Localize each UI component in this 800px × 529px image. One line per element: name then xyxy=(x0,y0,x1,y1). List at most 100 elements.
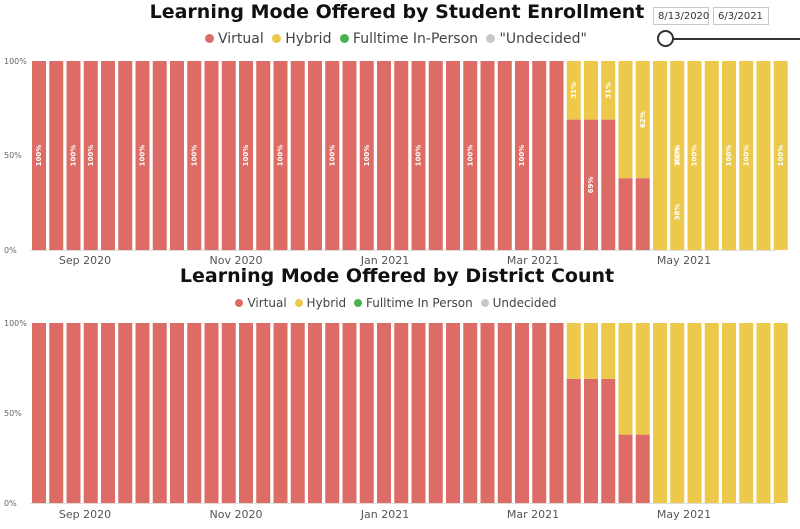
bar-virtual xyxy=(204,61,219,250)
legend-enrollment: Virtual Hybrid Fulltime In-Person "Undec… xyxy=(0,31,796,47)
bar-virtual xyxy=(308,61,322,250)
bar-virtual xyxy=(463,323,478,503)
bar-virtual xyxy=(532,323,547,503)
bar-data-label: 100% xyxy=(242,145,250,167)
bar-virtual xyxy=(566,119,581,250)
legend-dot-icon xyxy=(354,298,362,307)
legend-item-inperson[interactable]: Fulltime In-Person xyxy=(339,31,479,47)
x-tick-label: Jan 2021 xyxy=(360,254,409,267)
bar-virtual xyxy=(308,323,322,503)
bar-virtual xyxy=(411,61,426,250)
bar-virtual xyxy=(187,61,202,250)
bar-data-label: 100% xyxy=(777,145,785,167)
bar-virtual xyxy=(377,323,391,503)
bar-virtual xyxy=(497,323,512,503)
bar-data-label: 100% xyxy=(415,145,423,167)
bar-virtual xyxy=(515,61,529,250)
end-date-input[interactable]: 6/3/2021 xyxy=(713,7,769,25)
bar-hybrid xyxy=(670,323,685,503)
y-tick-label: 50% xyxy=(4,151,22,160)
bar-virtual xyxy=(515,323,529,503)
date-range-slider-handle[interactable] xyxy=(657,30,674,47)
bar-virtual xyxy=(428,61,443,250)
bar-virtual xyxy=(273,61,288,250)
legend-label: Undecided xyxy=(492,296,557,310)
bar-hybrid xyxy=(739,61,754,250)
legend-item-undecided[interactable]: "Undecided" xyxy=(486,31,587,47)
legend-item-virtual[interactable]: Virtual xyxy=(235,296,287,310)
legend-dot-icon xyxy=(480,298,489,307)
bar-data-label: 69% xyxy=(587,177,595,194)
bar-virtual xyxy=(549,323,564,503)
bar-virtual xyxy=(394,323,409,503)
bar-virtual xyxy=(118,323,133,503)
bar-virtual xyxy=(221,323,236,503)
x-tick-label: Sep 2020 xyxy=(59,254,111,267)
legend-item-undecided[interactable]: Undecided xyxy=(480,296,557,310)
bar-hybrid xyxy=(722,61,736,250)
bar-hybrid xyxy=(635,323,650,435)
bar-data-label: 100% xyxy=(277,145,285,167)
bar-virtual xyxy=(290,323,305,503)
x-tick-label: May 2021 xyxy=(657,508,711,521)
bar-virtual xyxy=(101,323,115,503)
bar-data-label: 31% xyxy=(604,82,612,99)
bar-virtual xyxy=(377,61,391,250)
bar-virtual xyxy=(584,119,598,250)
start-date-input[interactable]: 8/13/2020 xyxy=(653,7,709,25)
bar-hybrid xyxy=(584,323,598,379)
bar-data-label: 100% xyxy=(518,145,526,167)
legend-dot-icon xyxy=(339,33,349,43)
bar-data-label: 100% xyxy=(328,145,336,167)
bar-virtual xyxy=(446,61,460,250)
bar-virtual xyxy=(204,323,219,503)
bar-virtual xyxy=(325,323,340,503)
bar-virtual xyxy=(618,434,633,503)
bar-virtual xyxy=(601,119,616,250)
bar-virtual xyxy=(49,323,64,503)
bar-virtual xyxy=(49,61,64,250)
legend-dot-icon xyxy=(294,298,303,307)
bar-data-label: 38% xyxy=(673,204,681,221)
bar-virtual xyxy=(480,323,495,503)
legend-item-hybrid[interactable]: Hybrid xyxy=(294,296,347,310)
x-tick-label: May 2021 xyxy=(657,254,711,267)
bar-virtual xyxy=(394,61,409,250)
bar-hybrid xyxy=(722,323,736,503)
bar-virtual xyxy=(221,61,236,250)
bar-hybrid xyxy=(566,323,581,379)
bar-virtual xyxy=(66,61,81,250)
bar-hybrid xyxy=(773,323,788,503)
bar-data-label: 100% xyxy=(87,145,95,167)
bar-virtual xyxy=(101,61,115,250)
bar-hybrid xyxy=(653,323,667,503)
bar-hybrid xyxy=(618,323,633,435)
legend-item-inperson[interactable]: Fulltime In Person xyxy=(354,296,473,310)
date-range-slider-track[interactable] xyxy=(666,38,800,40)
bar-hybrid xyxy=(687,323,702,503)
bar-virtual xyxy=(463,61,478,250)
bar-data-label: 100% xyxy=(466,145,474,167)
bar-virtual xyxy=(359,61,374,250)
legend-item-virtual[interactable]: Virtual xyxy=(205,31,264,47)
bar-hybrid xyxy=(601,323,616,379)
bar-hybrid xyxy=(670,61,685,250)
legend-label: Hybrid xyxy=(306,296,347,310)
legend-label: Virtual xyxy=(218,31,264,47)
bar-data-label: 100% xyxy=(725,145,733,167)
bar-hybrid xyxy=(739,323,754,503)
bar-hybrid xyxy=(566,61,581,120)
bar-data-label: 62% xyxy=(673,147,681,164)
bar-virtual xyxy=(256,61,271,250)
bar-hybrid xyxy=(687,61,702,250)
bar-virtual xyxy=(256,323,271,503)
legend-label: Fulltime In-Person xyxy=(352,31,479,47)
legend-item-hybrid[interactable]: Hybrid xyxy=(272,31,331,47)
bar-virtual xyxy=(273,323,288,503)
legend-dot-icon xyxy=(205,33,215,43)
bar-virtual xyxy=(342,61,357,250)
legend-label: Virtual xyxy=(247,296,287,310)
chart-title-district: Learning Mode Offered by District Count xyxy=(179,265,615,287)
bar-hybrid xyxy=(601,61,616,120)
